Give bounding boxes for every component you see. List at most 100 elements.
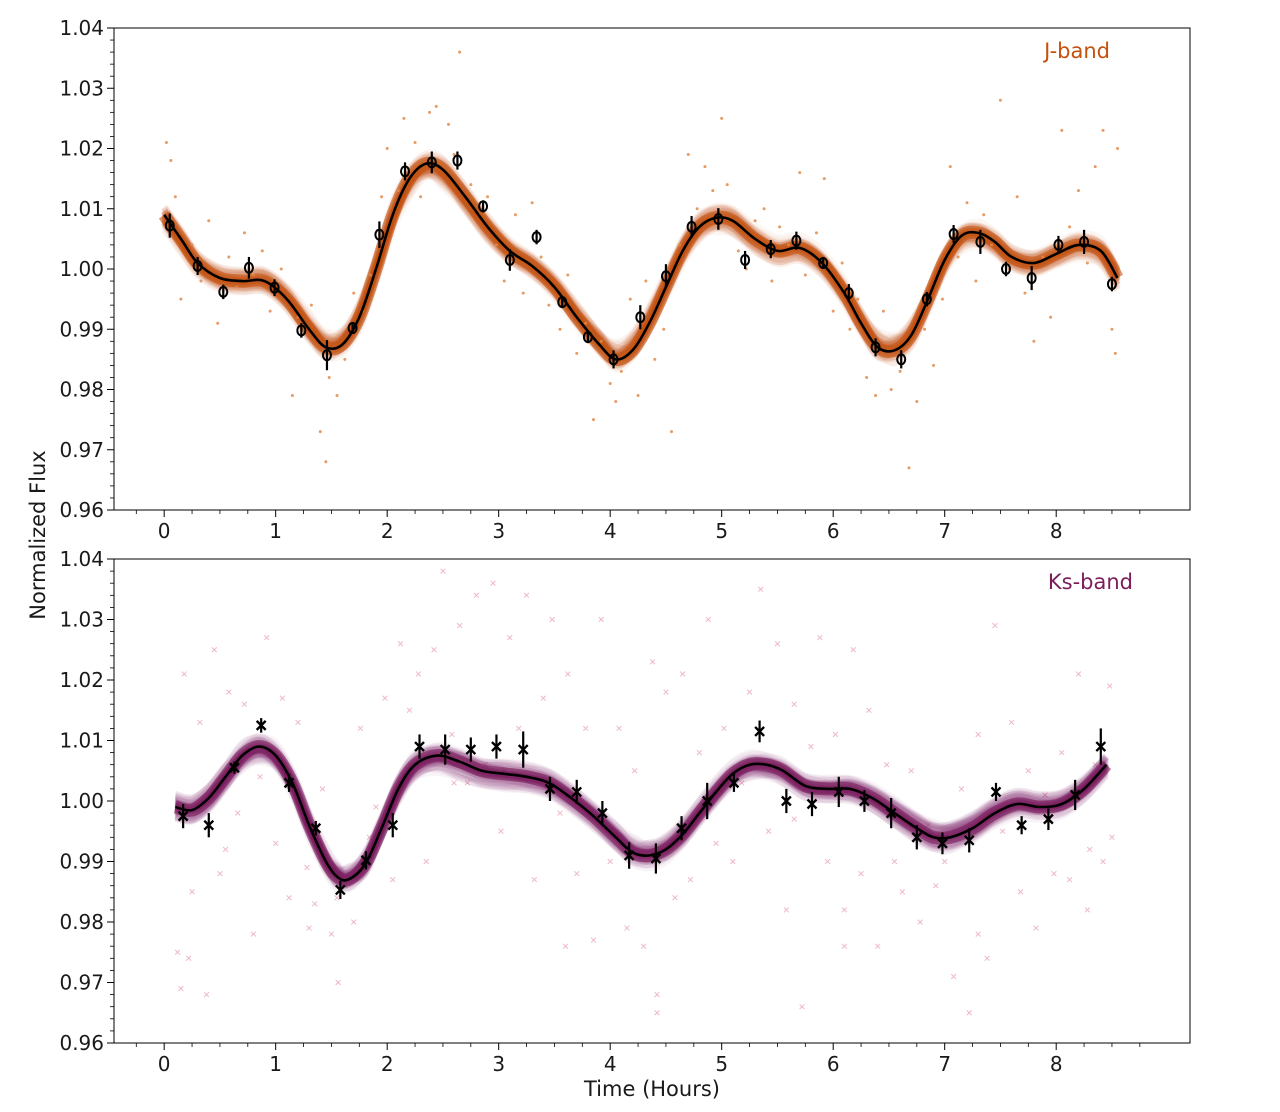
- jband-raw-point: [711, 189, 715, 193]
- jband-x-ticks: 0 1 2 3 4 5 6 7 8: [135, 510, 1141, 543]
- jband-xtick-label: 8: [1050, 519, 1063, 543]
- jband-xtick-label: 3: [492, 519, 505, 543]
- ksband-raw-point: [941, 858, 948, 865]
- jband-raw-point: [720, 116, 724, 120]
- ksband-binned-point: [310, 822, 322, 834]
- ksband-raw-point: [440, 568, 446, 574]
- ksband-raw-point: [705, 616, 712, 623]
- ksband-y-ticks: 0.96 0.97 0.98 0.99 1.00 1.01 1.02 1.03 1.04: [59, 547, 114, 1055]
- jband-binned-point: [740, 253, 751, 266]
- ksband-raw-point: [883, 761, 890, 768]
- ksband-raw-point: [174, 949, 181, 956]
- ksband-raw-point: [799, 1003, 805, 1010]
- ksband-xtick-label: 6: [827, 1052, 840, 1076]
- ksband-raw-point: [222, 846, 229, 853]
- ksband-raw-point: [573, 870, 580, 877]
- jband-raw-point: [494, 243, 498, 247]
- jband-raw-point: [368, 273, 372, 277]
- jband-raw-point: [965, 201, 969, 205]
- jband-raw-point: [413, 140, 417, 144]
- ksband-binned-point: [1095, 741, 1107, 752]
- ksband-binned-point: [360, 854, 372, 866]
- jband-raw-point: [235, 285, 239, 289]
- jband-label: J-band: [1042, 39, 1110, 63]
- jband-raw-point: [179, 297, 183, 301]
- ksband-binned-point: [439, 744, 451, 755]
- ksband-binned-point: [571, 786, 583, 798]
- ksband-label: Ks-band: [1048, 570, 1133, 594]
- jband-binned-point: [374, 228, 385, 241]
- ksband-raw-point: [899, 888, 906, 895]
- ksband-raw-point: [328, 931, 335, 937]
- ksband-xtick-label: 5: [715, 1052, 728, 1076]
- jband-binned-point: [1079, 235, 1090, 248]
- jband-raw-point: [1032, 339, 1036, 343]
- ksband-binned-point: [1043, 813, 1054, 825]
- ksband-raw-point: [357, 725, 364, 732]
- ksband-raw-point: [958, 786, 965, 792]
- ksband-binned-point: [1069, 789, 1081, 801]
- jband-binned-point: [347, 322, 358, 335]
- ksband-raw-point: [808, 743, 814, 750]
- jband-binned-point: [975, 235, 986, 248]
- jband-raw-point: [932, 363, 936, 367]
- ksband-raw-point: [640, 943, 647, 949]
- jband-raw-point: [1049, 315, 1053, 319]
- jband-raw-point: [940, 297, 944, 301]
- ksband-raw-point: [490, 580, 496, 586]
- jband-ytick-label: 0.98: [59, 378, 104, 402]
- ksband-raw-point: [590, 937, 597, 943]
- ksband-raw-point: [1042, 792, 1048, 798]
- ksband-raw-point: [350, 919, 357, 925]
- jband-binned-point: [870, 341, 881, 354]
- jband-raw-point: [558, 327, 562, 331]
- jband-binned-point: [243, 261, 254, 274]
- ksband-raw-point: [335, 979, 341, 986]
- ksband-raw-point: [373, 804, 379, 810]
- ksband-raw-point: [217, 870, 223, 877]
- jband-raw-point: [584, 321, 588, 325]
- ksband-raw-point: [966, 1009, 972, 1016]
- ksband-ytick-label: 0.99: [59, 850, 104, 874]
- ksband-raw-point: [304, 864, 310, 871]
- ksband-raw-point: [334, 895, 340, 901]
- ksband-raw-point: [1025, 767, 1032, 774]
- ksband-raw-point: [607, 858, 613, 865]
- ksband-raw-point: [241, 701, 248, 707]
- jband-xtick-label: 0: [158, 519, 171, 543]
- ksband-raw-point: [431, 646, 437, 653]
- ksband-raw-point: [858, 870, 864, 877]
- jband-model-curve: [163, 161, 1119, 361]
- jband-ytick-label: 1.01: [59, 197, 104, 221]
- ksband-raw-point: [783, 907, 790, 913]
- jband-raw-point: [703, 165, 707, 169]
- jband-raw-point: [1101, 128, 1105, 132]
- jband-raw-point: [1093, 165, 1097, 169]
- jband-raw-point: [736, 249, 740, 253]
- jband-binned-point: [948, 228, 959, 241]
- jband-binned-point: [686, 220, 697, 233]
- ksband-raw-point: [473, 592, 480, 599]
- ksband-binned-point: [990, 786, 1002, 798]
- jband-binned-point: [192, 259, 203, 272]
- ksband-raw-point: [1075, 671, 1082, 677]
- ksband-raw-point: [841, 943, 848, 949]
- jband-raw-point: [575, 351, 579, 355]
- jband-raw-point: [670, 430, 674, 434]
- ksband-raw-point: [549, 616, 555, 623]
- jband-raw-point: [907, 466, 911, 470]
- ksband-raw-point: [791, 816, 797, 822]
- ksband-raw-point: [631, 767, 638, 774]
- jband-binned-point: [1053, 238, 1064, 251]
- jband-raw-point: [169, 159, 173, 163]
- jband-raw-point: [923, 327, 927, 331]
- jband-raw-point: [530, 201, 534, 205]
- jband-raw-point: [956, 255, 960, 259]
- jband-binned-point: [1106, 278, 1117, 291]
- ksband-raw-point: [311, 901, 318, 907]
- jband-raw-point: [396, 189, 400, 193]
- jband-xtick-label: 4: [604, 519, 617, 543]
- jband-ytick-label: 0.96: [59, 498, 104, 522]
- jband-raw-point: [521, 291, 525, 295]
